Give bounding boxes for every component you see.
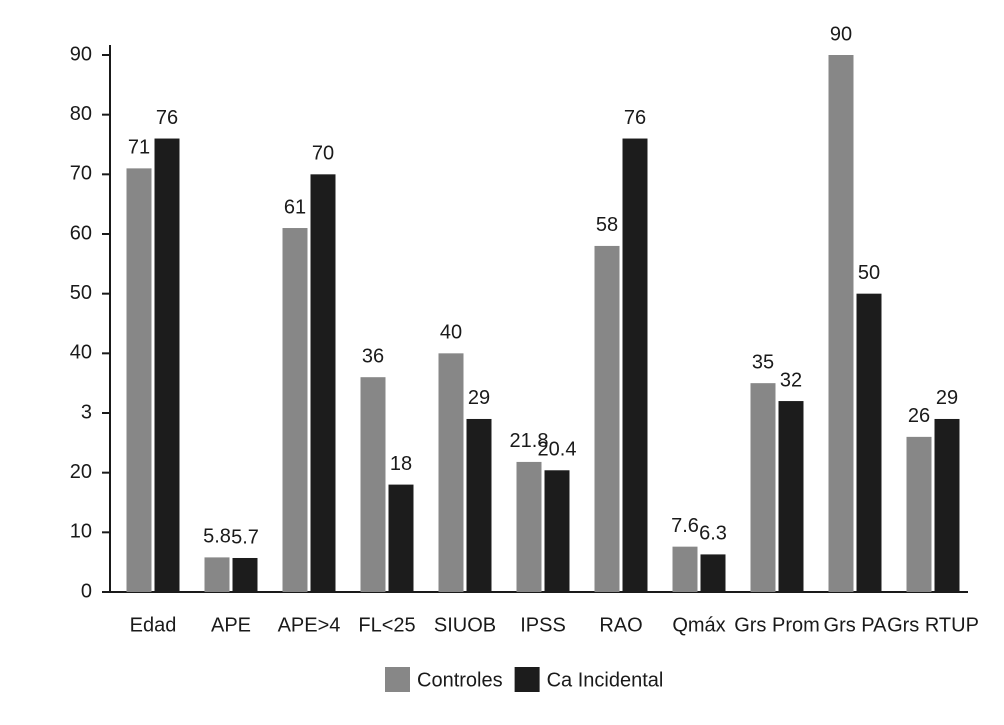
x-tick-label: APE [211, 614, 251, 636]
bar [544, 470, 570, 592]
bar [906, 436, 932, 592]
value-label: 76 [156, 107, 178, 129]
legend-label: Controles [417, 669, 503, 691]
bar [438, 353, 464, 592]
value-label: 71 [128, 137, 150, 159]
value-label: 29 [936, 387, 958, 409]
value-label: 50 [858, 262, 880, 284]
x-tick-label: Qmáx [672, 614, 725, 636]
value-label: 26 [908, 405, 930, 427]
bar [856, 293, 882, 592]
y-tick-label: 80 [70, 103, 92, 125]
bar [282, 228, 308, 593]
bar [828, 55, 854, 592]
value-label: 35 [752, 351, 774, 373]
x-tick-label: Grs PA [824, 614, 888, 636]
value-label: 20.4 [538, 439, 577, 461]
y-tick-label: 10 [70, 521, 92, 543]
y-tick-label: 0 [81, 580, 92, 602]
value-label: 58 [596, 214, 618, 236]
bar [360, 377, 386, 592]
y-tick-label: 90 [70, 43, 92, 65]
x-tick-label: SIUOB [434, 614, 496, 636]
bar [154, 138, 180, 593]
value-label: 40 [440, 322, 462, 344]
x-tick-label: RAO [599, 614, 642, 636]
y-tick-label: 20 [70, 461, 92, 483]
x-tick-label: Grs Prom [734, 614, 820, 636]
value-label: 5.7 [231, 526, 259, 548]
bar [232, 557, 258, 592]
value-label: 29 [468, 387, 490, 409]
bar [466, 418, 492, 592]
value-label: 70 [312, 143, 334, 165]
value-label: 21.8 [510, 430, 549, 452]
bar [622, 138, 648, 593]
value-label: 5.8 [203, 526, 231, 548]
value-label: 18 [390, 453, 412, 475]
y-tick-label: 60 [70, 222, 92, 244]
x-tick-label: FL<25 [358, 614, 415, 636]
value-label: 61 [284, 196, 306, 218]
y-tick-label: 50 [70, 282, 92, 304]
bar [700, 554, 726, 592]
value-label: 6.3 [699, 523, 727, 545]
value-label: 7.6 [671, 515, 699, 537]
bar [594, 245, 620, 592]
legend-swatch [514, 667, 540, 692]
value-label: 76 [624, 107, 646, 129]
x-tick-label: IPSS [520, 614, 566, 636]
bar [778, 401, 804, 592]
bar [388, 484, 414, 592]
legend-label: Ca Incidental [547, 669, 664, 691]
bar [516, 461, 542, 592]
y-tick-label: 40 [70, 342, 92, 364]
y-tick-label: 3 [81, 401, 92, 423]
bar [204, 557, 230, 592]
x-tick-label: APE>4 [278, 614, 341, 636]
value-label: 36 [362, 345, 384, 367]
bar [934, 418, 960, 592]
bar [750, 383, 776, 592]
bar [672, 546, 698, 592]
x-tick-label: Edad [130, 614, 177, 636]
bar [310, 174, 336, 593]
value-label: 32 [780, 369, 802, 391]
y-tick-label: 70 [70, 163, 92, 185]
bar [126, 168, 152, 592]
legend-swatch [385, 667, 410, 692]
value-label: 90 [830, 23, 852, 45]
x-tick-label: Grs RTUP [887, 614, 979, 636]
